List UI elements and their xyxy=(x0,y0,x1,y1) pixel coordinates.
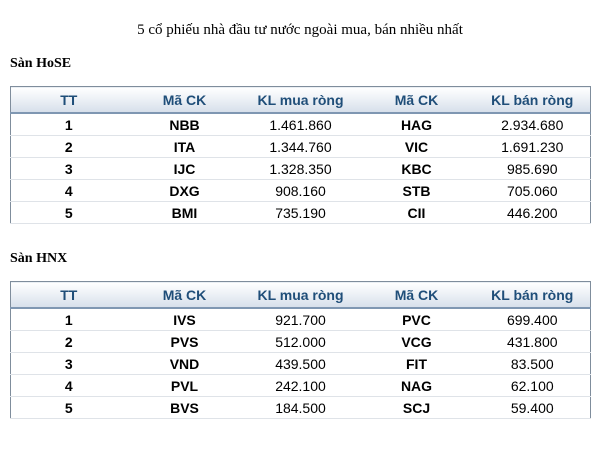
cell-buy-ticker: PVL xyxy=(126,374,243,397)
header-tt: TT xyxy=(10,86,127,114)
cell-sell-ticker: PVC xyxy=(358,308,475,331)
cell-sell-volume: 59.400 xyxy=(474,396,591,419)
cell-rank: 5 xyxy=(10,396,127,419)
cell-buy-volume: 184.500 xyxy=(242,396,359,419)
table-row: 1 NBB 1.461.860 HAG 2.934.680 xyxy=(10,113,591,136)
cell-buy-volume: 439.500 xyxy=(242,352,359,375)
cell-buy-ticker: BVS xyxy=(126,396,243,419)
hose-table: TT Mã CK KL mua ròng Mã CK KL bán ròng 1… xyxy=(10,86,591,224)
table-row: 4 DXG 908.160 STB 705.060 xyxy=(10,179,591,202)
cell-buy-ticker: DXG xyxy=(126,179,243,202)
cell-buy-ticker: BMI xyxy=(126,201,243,224)
cell-buy-volume: 735.190 xyxy=(242,201,359,224)
cell-sell-volume: 1.691.230 xyxy=(474,135,591,158)
cell-buy-volume: 1.461.860 xyxy=(242,113,359,136)
cell-buy-volume: 908.160 xyxy=(242,179,359,202)
cell-rank: 4 xyxy=(10,374,127,397)
table-row: 5 BVS 184.500 SCJ 59.400 xyxy=(10,396,591,419)
table-row: 3 VND 439.500 FIT 83.500 xyxy=(10,352,591,375)
header-ma-ck-buy: Mã CK xyxy=(126,86,243,114)
cell-sell-ticker: HAG xyxy=(358,113,475,136)
cell-rank: 4 xyxy=(10,179,127,202)
header-ma-ck-sell: Mã CK xyxy=(358,86,475,114)
cell-buy-volume: 1.344.760 xyxy=(242,135,359,158)
cell-rank: 1 xyxy=(10,308,127,331)
cell-sell-ticker: KBC xyxy=(358,157,475,180)
table-row: 1 IVS 921.700 PVC 699.400 xyxy=(10,308,591,331)
cell-buy-volume: 512.000 xyxy=(242,330,359,353)
cell-rank: 1 xyxy=(10,113,127,136)
cell-sell-volume: 62.100 xyxy=(474,374,591,397)
table-header-row: TT Mã CK KL mua ròng Mã CK KL bán ròng xyxy=(10,281,591,309)
cell-sell-volume: 705.060 xyxy=(474,179,591,202)
cell-sell-ticker: VIC xyxy=(358,135,475,158)
cell-buy-ticker: NBB xyxy=(126,113,243,136)
table-row: 4 PVL 242.100 NAG 62.100 xyxy=(10,374,591,397)
cell-rank: 2 xyxy=(10,330,127,353)
cell-sell-ticker: VCG xyxy=(358,330,475,353)
header-ma-ck-buy: Mã CK xyxy=(126,281,243,309)
cell-sell-volume: 446.200 xyxy=(474,201,591,224)
cell-sell-volume: 699.400 xyxy=(474,308,591,331)
hnx-table: TT Mã CK KL mua ròng Mã CK KL bán ròng 1… xyxy=(10,281,591,419)
cell-buy-ticker: IJC xyxy=(126,157,243,180)
header-kl-mua-rong: KL mua ròng xyxy=(242,86,359,114)
cell-sell-volume: 985.690 xyxy=(474,157,591,180)
cell-sell-volume: 83.500 xyxy=(474,352,591,375)
cell-rank: 3 xyxy=(10,157,127,180)
cell-sell-volume: 2.934.680 xyxy=(474,113,591,136)
cell-sell-ticker: SCJ xyxy=(358,396,475,419)
table-header-row: TT Mã CK KL mua ròng Mã CK KL bán ròng xyxy=(10,86,591,114)
cell-sell-ticker: FIT xyxy=(358,352,475,375)
section-label-hnx: Sàn HNX xyxy=(10,251,68,266)
cell-buy-volume: 242.100 xyxy=(242,374,359,397)
cell-buy-ticker: VND xyxy=(126,352,243,375)
cell-sell-volume: 431.800 xyxy=(474,330,591,353)
cell-rank: 3 xyxy=(10,352,127,375)
cell-sell-ticker: NAG xyxy=(358,374,475,397)
cell-rank: 5 xyxy=(10,201,127,224)
cell-sell-ticker: CII xyxy=(358,201,475,224)
cell-buy-volume: 1.328.350 xyxy=(242,157,359,180)
cell-buy-ticker: ITA xyxy=(126,135,243,158)
header-ma-ck-sell: Mã CK xyxy=(358,281,475,309)
header-kl-ban-rong: KL bán ròng xyxy=(474,281,591,309)
cell-rank: 2 xyxy=(10,135,127,158)
table-row: 2 PVS 512.000 VCG 431.800 xyxy=(10,330,591,353)
header-tt: TT xyxy=(10,281,127,309)
table-row: 3 IJC 1.328.350 KBC 985.690 xyxy=(10,157,591,180)
cell-buy-ticker: IVS xyxy=(126,308,243,331)
table-row: 2 ITA 1.344.760 VIC 1.691.230 xyxy=(10,135,591,158)
header-kl-mua-rong: KL mua ròng xyxy=(242,281,359,309)
cell-buy-volume: 921.700 xyxy=(242,308,359,331)
section-label-hose: Sàn HoSE xyxy=(10,56,72,71)
page-title: 5 cổ phiếu nhà đầu tư nước ngoài mua, bá… xyxy=(137,22,463,38)
cell-buy-ticker: PVS xyxy=(126,330,243,353)
table-row: 5 BMI 735.190 CII 446.200 xyxy=(10,201,591,224)
header-kl-ban-rong: KL bán ròng xyxy=(474,86,591,114)
cell-sell-ticker: STB xyxy=(358,179,475,202)
